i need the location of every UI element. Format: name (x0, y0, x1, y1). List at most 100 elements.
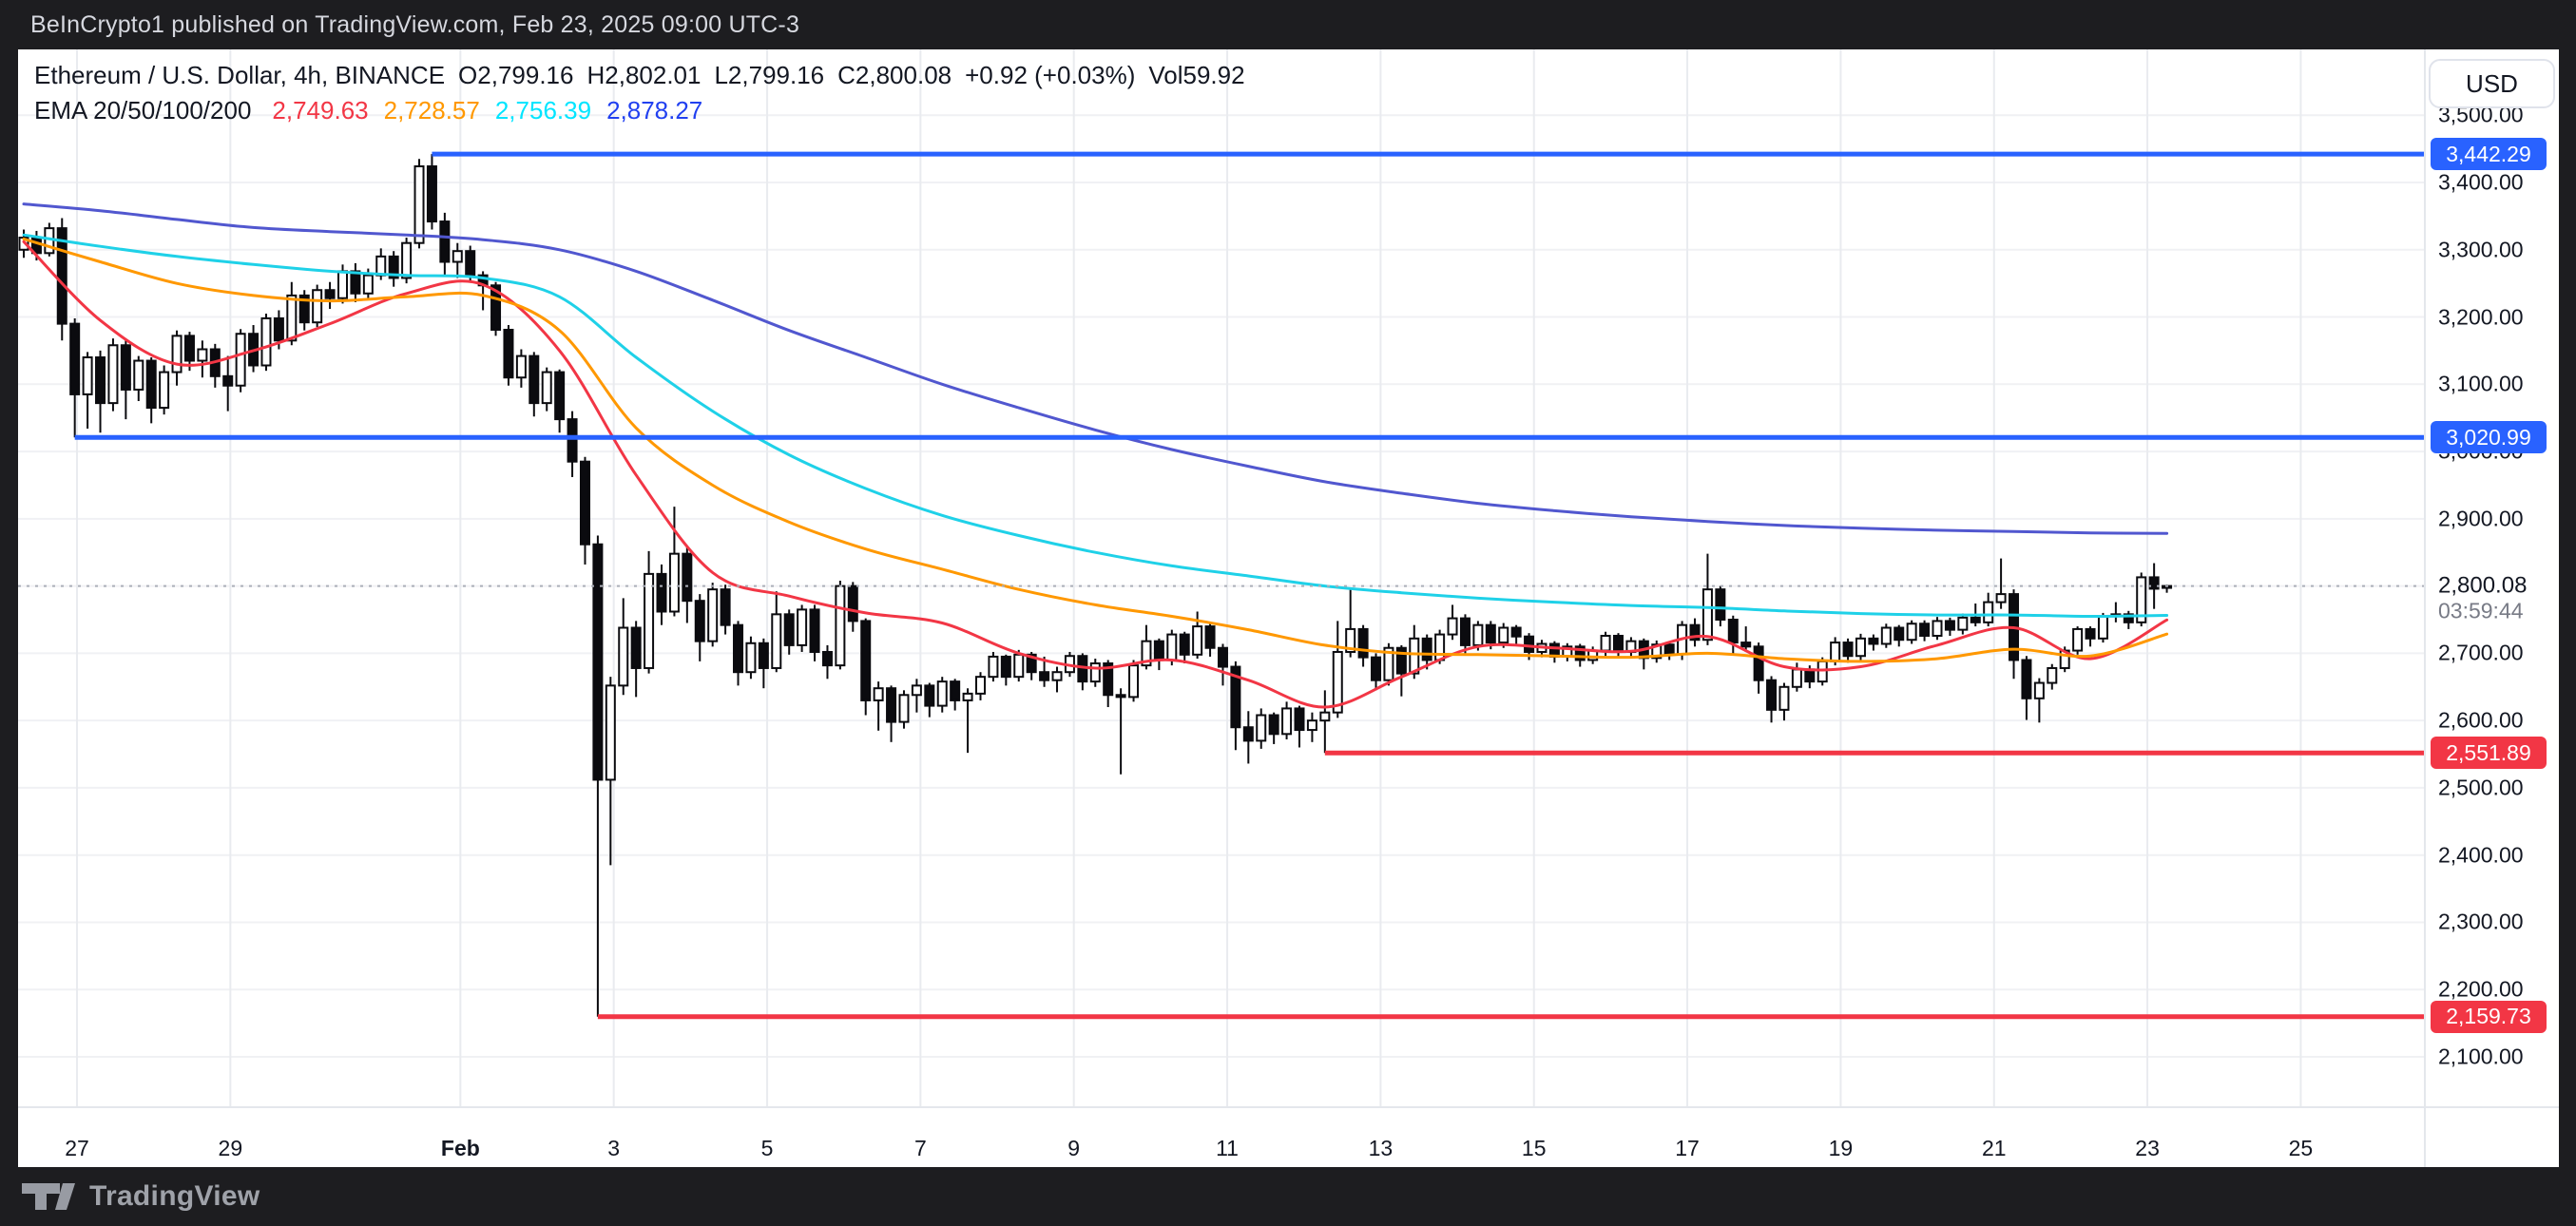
snapshot-footer-bar: TradingView (0, 1167, 2576, 1226)
time-axis-label: 3 (607, 1135, 621, 1160)
candle-body (490, 284, 502, 331)
candle-body (771, 613, 782, 669)
candle-body (1830, 642, 1841, 662)
candle-body (1345, 627, 1356, 653)
time-axis-label: Feb (440, 1135, 480, 1160)
price-axis-label: 3,200.00 (2438, 304, 2524, 330)
candle-body (1421, 637, 1432, 661)
candle-body (720, 588, 731, 626)
candle-body (541, 371, 552, 405)
candle-body (312, 289, 323, 324)
candle-body (1051, 671, 1063, 681)
candle-body (1268, 714, 1279, 736)
candle-body (1230, 665, 1241, 729)
candle-body (1778, 685, 1790, 711)
candle-body (1689, 623, 1701, 642)
candle-body (630, 626, 642, 669)
candle-body (911, 684, 922, 697)
candle-body (1894, 626, 1905, 642)
snapshot-header-bar: BeInCrypto1 published on TradingView.com… (0, 0, 2576, 49)
candle-body (401, 241, 413, 279)
candle-body (171, 335, 183, 374)
price-chart-canvas[interactable] (18, 49, 2424, 1106)
candle-body (1740, 642, 1752, 648)
candle-body (924, 684, 935, 707)
candle-body (159, 371, 170, 410)
candle-body (1498, 626, 1509, 644)
candle-body (2085, 627, 2096, 640)
time-axis-label: 27 (65, 1135, 89, 1160)
candle-body (1357, 627, 1369, 659)
ema-value: 2,728.57 (383, 95, 480, 125)
candle-body (197, 348, 208, 362)
candle-body (2047, 666, 2058, 684)
candle-body (1319, 711, 1331, 722)
candle-body (1153, 640, 1164, 661)
candle-body (950, 680, 961, 701)
symbol-title[interactable]: Ethereum / U.S. Dollar, 4h, BINANCE (34, 60, 446, 89)
candle-body (644, 572, 655, 669)
candle-body (936, 680, 948, 707)
time-axis-label: 9 (1067, 1135, 1081, 1160)
ema-line-ema-100 (22, 233, 2169, 618)
candle-body (1166, 633, 1178, 661)
ohlc-item: H2,802.01 (586, 60, 702, 89)
current-price-value: 2,800.08 (2438, 572, 2528, 599)
candle-body (1294, 707, 1305, 732)
ema-value: 2,878.27 (606, 95, 703, 125)
candle-body (1434, 633, 1446, 661)
candle-body (2123, 613, 2134, 623)
candle-body (1217, 646, 1228, 668)
currency-toggle-button[interactable]: USD (2429, 59, 2555, 108)
candle-body (413, 165, 425, 244)
price-level-badge: 2,159.73 (2431, 1000, 2547, 1033)
candle-body (324, 289, 336, 299)
candle-body (145, 359, 157, 410)
tradingview-logo[interactable]: TradingView (21, 1180, 260, 1213)
ema-indicator-label[interactable]: EMA 20/50/100/200 (34, 95, 252, 125)
price-level-badge: 3,442.29 (2431, 138, 2547, 171)
time-axis-separator (18, 1106, 2559, 1108)
price-axis-separator (2424, 49, 2426, 1167)
price-axis-label: 2,400.00 (2438, 842, 2524, 868)
candle-body (1485, 623, 1496, 644)
candle-body (452, 250, 463, 263)
candle-body (183, 335, 195, 362)
candle-body (1179, 633, 1190, 656)
candle-body (1524, 635, 1535, 653)
time-axis-label: 7 (913, 1135, 927, 1160)
ohlc-item: L2,799.16 (714, 60, 825, 89)
candle-body (1000, 655, 1011, 679)
candle-body (579, 460, 590, 546)
candle-body (503, 328, 514, 379)
time-axis-label: 5 (760, 1135, 774, 1160)
candle-body (107, 344, 119, 405)
candle-body (860, 620, 872, 701)
candle-body (1039, 671, 1050, 681)
candle-body (2021, 659, 2032, 699)
candle-body (350, 270, 361, 295)
candle-body (1791, 668, 1802, 688)
candle-body (962, 692, 973, 701)
price-axis-label: 3,400.00 (2438, 169, 2524, 195)
ema-legend-row: EMA 20/50/100/200 2,749.63 2,728.57 2,756.… (34, 96, 1245, 125)
candle-body (1613, 634, 1624, 653)
price-axis-label: 2,900.00 (2438, 506, 2524, 531)
candle-body (1753, 645, 1764, 681)
candle-body (618, 626, 629, 687)
candle-body (120, 344, 131, 391)
candle-body (1701, 588, 1713, 642)
ema-value: 2,749.63 (272, 95, 369, 125)
ema-values: 2,749.63 2,728.57 2,756.39 2,878.27 (257, 96, 702, 125)
candle-body (1141, 640, 1152, 667)
candle-body (2072, 627, 2084, 652)
candle-body (809, 608, 820, 653)
candle-body (337, 270, 348, 299)
candle-body (1919, 623, 1931, 637)
time-axis-label: 29 (218, 1135, 243, 1160)
symbol-ohlc-row: Ethereum / U.S. Dollar, 4h, BINANCE O2,7… (34, 61, 1245, 89)
candle-body (529, 354, 540, 405)
candle-body (1395, 646, 1407, 675)
current-price-label: 2,800.08 03:59:44 (2438, 570, 2531, 625)
